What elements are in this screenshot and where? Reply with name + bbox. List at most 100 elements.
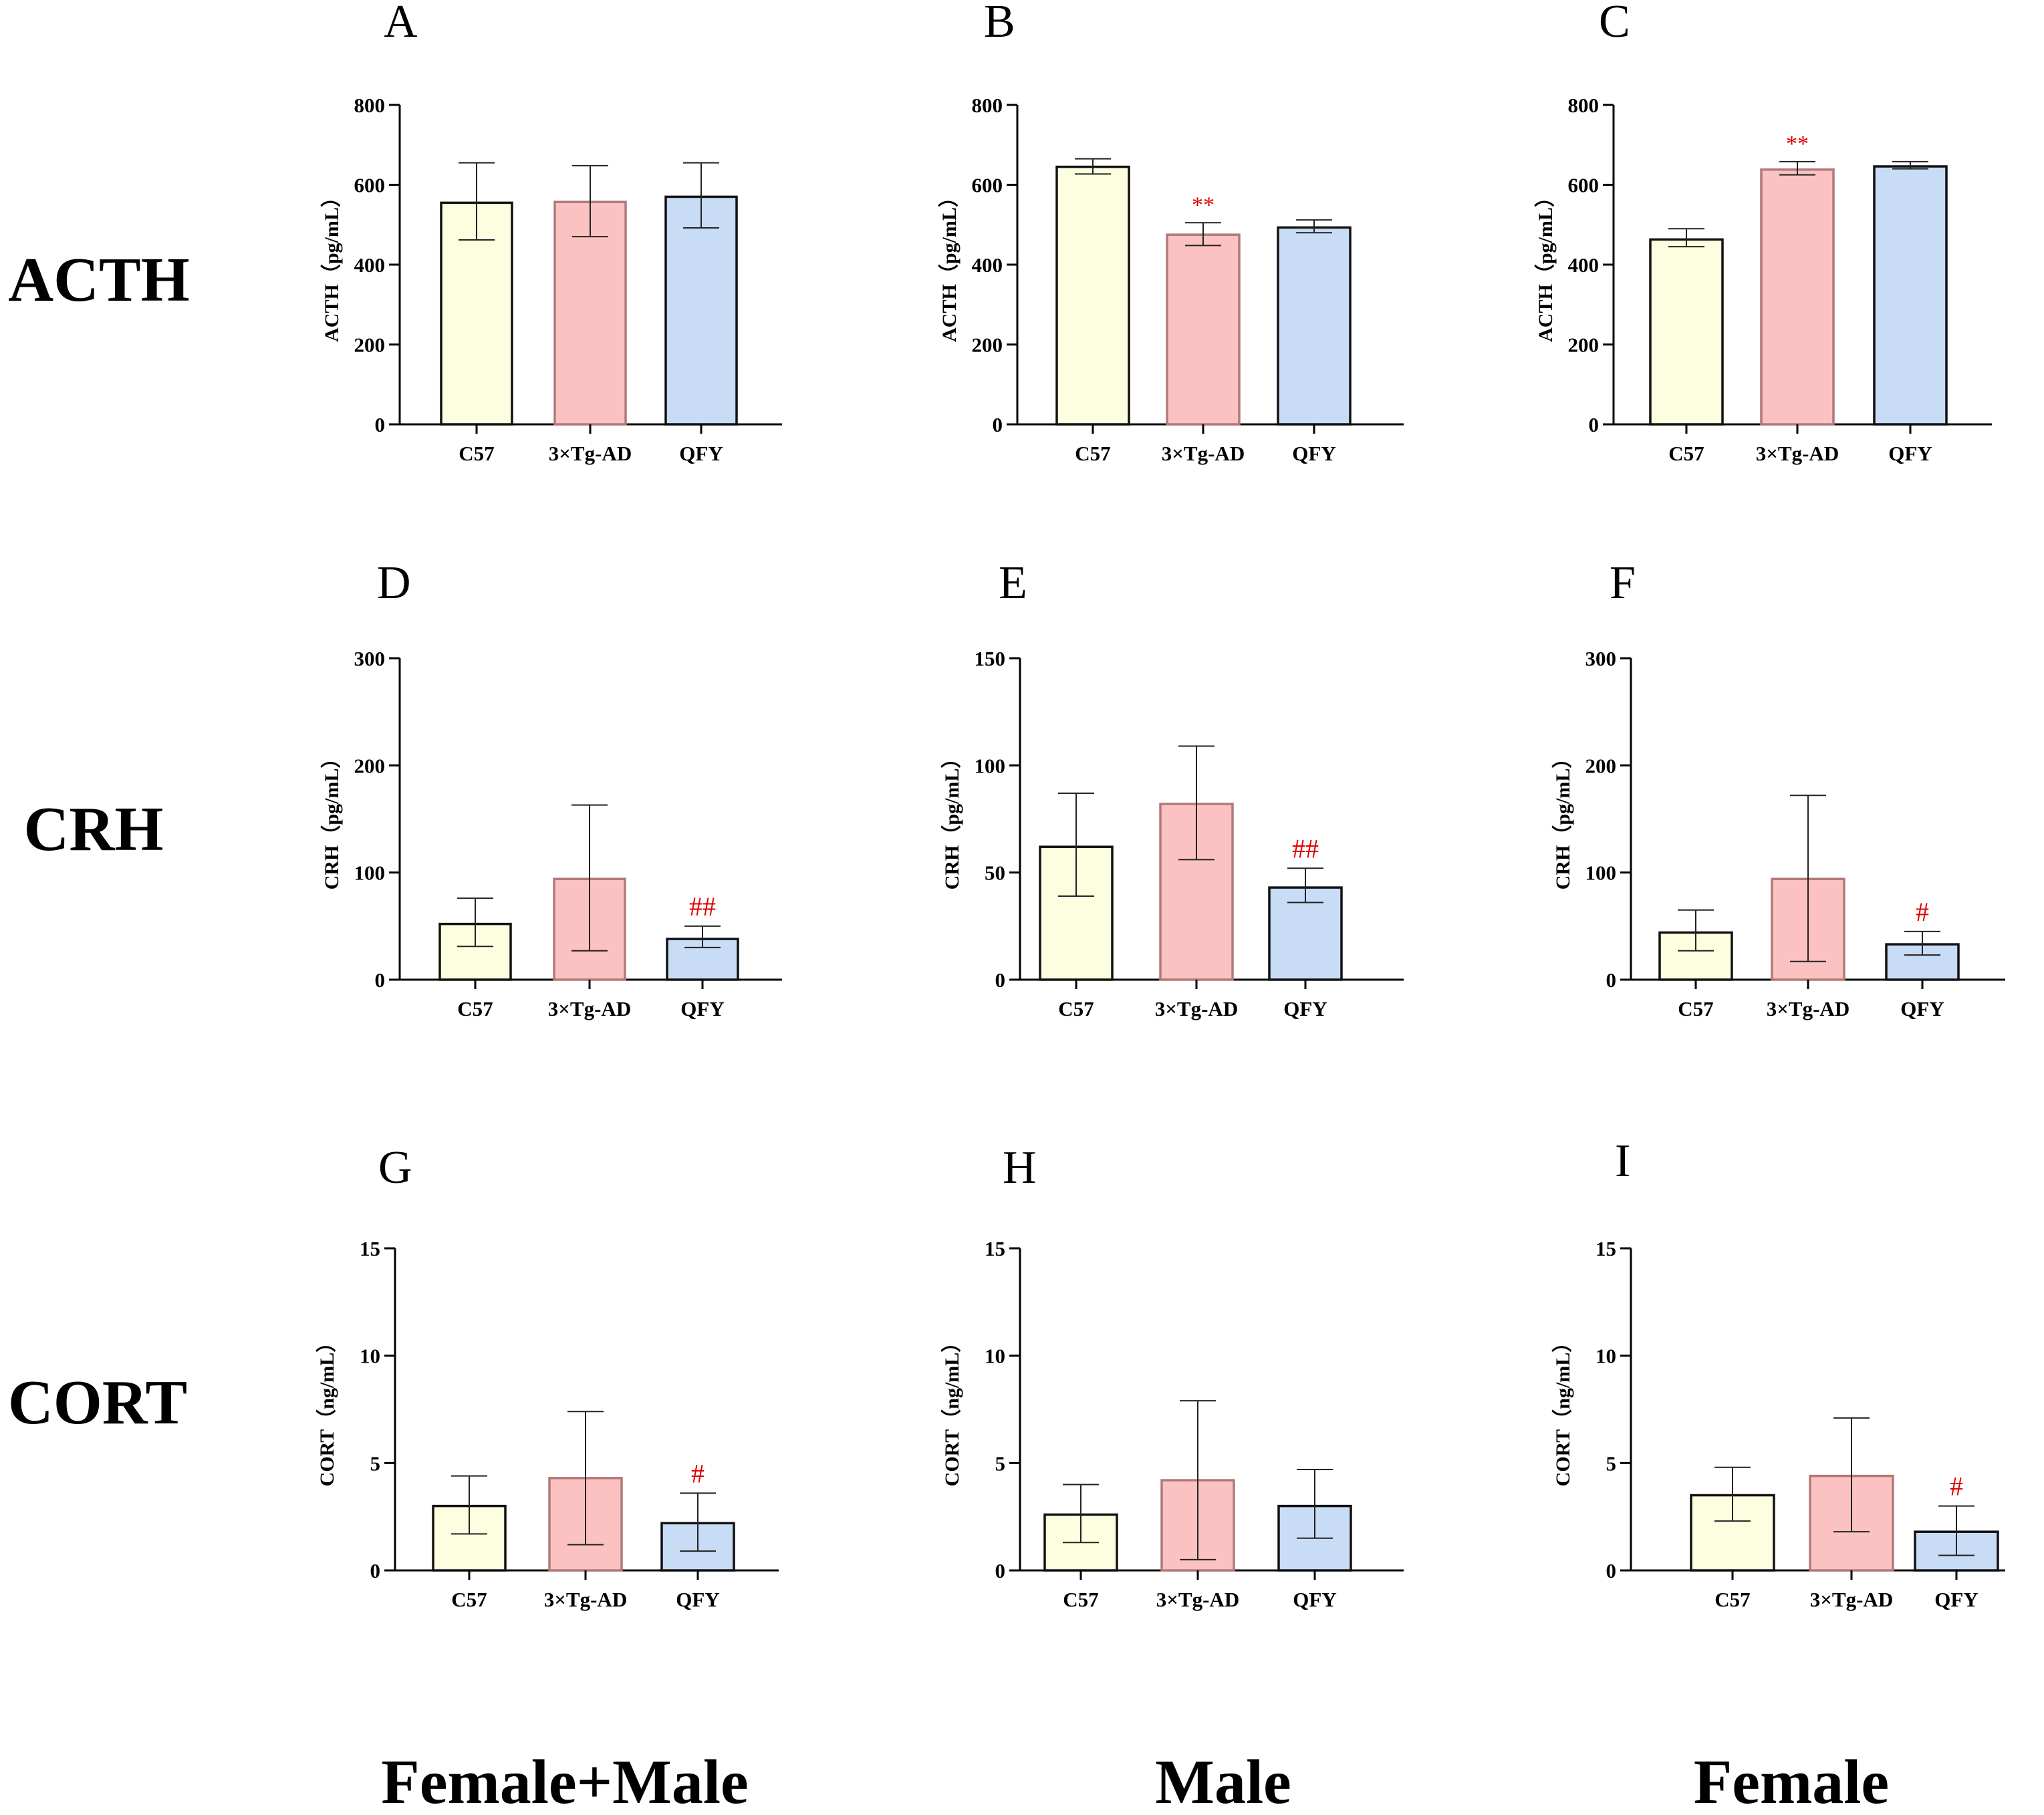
chart-panel-c: C 0 200 400 600 800 ACTH（pg/mL） C57 3×Tg-AD ** QFY	[1534, 0, 1992, 465]
y-axis-label: CORT（ng/mL）	[1551, 1333, 1574, 1487]
y-tick-label: 15	[360, 1237, 380, 1260]
x-tick-label: C57	[1075, 442, 1110, 465]
y-tick-label: 0	[995, 968, 1006, 992]
y-tick-label: 400	[972, 253, 1003, 277]
y-tick-label: 800	[354, 94, 386, 117]
y-tick-label: 200	[354, 754, 386, 777]
column-label-female: Female	[1694, 1748, 1889, 1815]
bar-c57	[1055, 165, 1130, 426]
significance-annotation: ##	[689, 891, 716, 922]
column-label-female-male: Female+Male	[381, 1748, 748, 1815]
y-tick-label: 300	[1585, 647, 1617, 670]
x-tick-label: 3×Tg-AD	[1756, 442, 1839, 465]
y-tick-label: 10	[360, 1345, 380, 1368]
y-tick-label: 0	[375, 968, 386, 992]
y-tick-label: 5	[370, 1451, 381, 1475]
y-tick-label: 800	[1568, 94, 1600, 117]
y-tick-label: 0	[995, 1559, 1006, 1582]
bar-3-tg-ad	[553, 200, 627, 426]
y-tick-label: 0	[370, 1559, 381, 1582]
column-label-male: Male	[1155, 1748, 1291, 1815]
x-tick-label: C57	[1668, 442, 1704, 465]
y-tick-label: 0	[375, 413, 386, 436]
row-label-acth: ACTH	[8, 245, 190, 315]
chart-panel-i: I 0 5 10 15 CORT（ng/mL） C57 3×Tg-AD QFY #	[1551, 1135, 2005, 1611]
y-tick-label: 400	[354, 253, 386, 277]
y-axis-label: CRH（pg/mL）	[940, 748, 963, 890]
y-axis-label: CORT（ng/mL）	[315, 1333, 338, 1487]
y-axis-label: ACTH（pg/mL）	[320, 187, 343, 342]
y-tick-label: 300	[354, 647, 386, 670]
y-tick-label: 0	[1606, 1559, 1617, 1582]
significance-annotation: **	[1192, 192, 1215, 217]
x-tick-label: 3×Tg-AD	[544, 1588, 627, 1611]
x-tick-label: C57	[457, 997, 493, 1020]
panel-letter: B	[984, 0, 1015, 47]
panel-letter: C	[1599, 0, 1630, 47]
y-axis-label: ACTH（pg/mL）	[938, 187, 961, 342]
y-axis-label: ACTH（pg/mL）	[1534, 187, 1557, 342]
y-tick-label: 5	[995, 1451, 1006, 1475]
y-tick-label: 600	[972, 174, 1003, 197]
panel-letter: A	[384, 0, 418, 47]
y-tick-label: 200	[1568, 333, 1600, 357]
x-tick-label: 3×Tg-AD	[548, 997, 631, 1020]
chart-panel-f: F 0 100 200 300 CRH（pg/mL） C57 3×Tg-AD QFY #	[1551, 557, 2005, 1020]
bar-3-tg-ad	[1166, 233, 1241, 426]
chart-panel-g: G 0 5 10 15 CORT（ng/mL） C57 3×Tg-AD QFY #	[315, 1142, 779, 1611]
x-tick-label: QFY	[1888, 442, 1932, 465]
panel-letter: D	[377, 557, 411, 609]
significance-annotation: **	[1786, 132, 1809, 156]
y-axis-label: CRH（pg/mL）	[320, 748, 343, 890]
y-tick-label: 100	[354, 861, 386, 885]
significance-annotation: #	[1950, 1472, 1963, 1502]
x-tick-label: QFY	[679, 442, 723, 465]
bar-qfy	[1277, 226, 1352, 426]
y-tick-label: 50	[985, 861, 1005, 885]
y-tick-label: 5	[1606, 1451, 1617, 1475]
x-tick-label: QFY	[1292, 442, 1335, 465]
y-tick-label: 10	[1595, 1345, 1616, 1368]
panel-letter: F	[1610, 557, 1636, 609]
x-tick-label: QFY	[1900, 997, 1944, 1020]
y-tick-label: 200	[354, 333, 386, 357]
y-tick-label: 600	[1568, 174, 1600, 197]
chart-panel-h: H 0 5 10 15 CORT（ng/mL） C57 3×Tg-AD QFY	[940, 1142, 1404, 1611]
x-tick-label: 3×Tg-AD	[1767, 997, 1849, 1020]
x-tick-label: QFY	[1293, 1588, 1336, 1611]
panel-letter: E	[999, 557, 1027, 609]
y-tick-label: 15	[985, 1237, 1005, 1260]
x-tick-label: 3×Tg-AD	[549, 442, 632, 465]
chart-panel-a: A 0 200 400 600 800 ACTH（pg/mL） C57 3×Tg-AD QFY	[320, 0, 782, 465]
x-tick-label: 3×Tg-AD	[1810, 1588, 1893, 1611]
bar-qfy	[1873, 165, 1948, 426]
y-tick-label: 400	[1568, 253, 1600, 277]
x-tick-label: C57	[1058, 997, 1094, 1020]
chart-panels: A 0 200 400 600 800 ACTH（pg/mL） C57 3×Tg-AD QFY B 0…	[315, 0, 2005, 1611]
x-tick-label: QFY	[680, 997, 724, 1020]
x-tick-label: 3×Tg-AD	[1156, 1588, 1239, 1611]
x-tick-label: QFY	[1283, 997, 1327, 1020]
y-tick-label: 0	[1606, 968, 1617, 992]
x-tick-label: C57	[451, 1588, 487, 1611]
x-tick-label: C57	[1678, 997, 1713, 1020]
panel-letter: H	[1003, 1142, 1037, 1194]
y-tick-label: 100	[975, 754, 1006, 777]
chart-panel-d: D 0 100 200 300 CRH（pg/mL） C57 3×Tg-AD QFY ##	[320, 557, 782, 1020]
x-tick-label: QFY	[676, 1588, 719, 1611]
x-tick-label: C57	[459, 442, 494, 465]
y-tick-label: 800	[972, 94, 1003, 117]
y-tick-label: 200	[972, 333, 1003, 357]
x-tick-label: 3×Tg-AD	[1162, 442, 1245, 465]
y-tick-label: 150	[975, 647, 1006, 670]
bar-qfy	[664, 195, 738, 426]
y-tick-label: 15	[1595, 1237, 1616, 1260]
chart-panel-e: E 0 50 100 150 CRH（pg/mL） C57 3×Tg-AD QFY ##	[940, 557, 1404, 1020]
x-tick-label: QFY	[1934, 1588, 1978, 1611]
y-axis-label: CRH（pg/mL）	[1551, 748, 1574, 890]
row-label-cort: CORT	[8, 1368, 187, 1437]
significance-annotation: #	[1916, 897, 1929, 927]
y-tick-label: 10	[985, 1345, 1005, 1368]
x-tick-label: C57	[1063, 1588, 1098, 1611]
